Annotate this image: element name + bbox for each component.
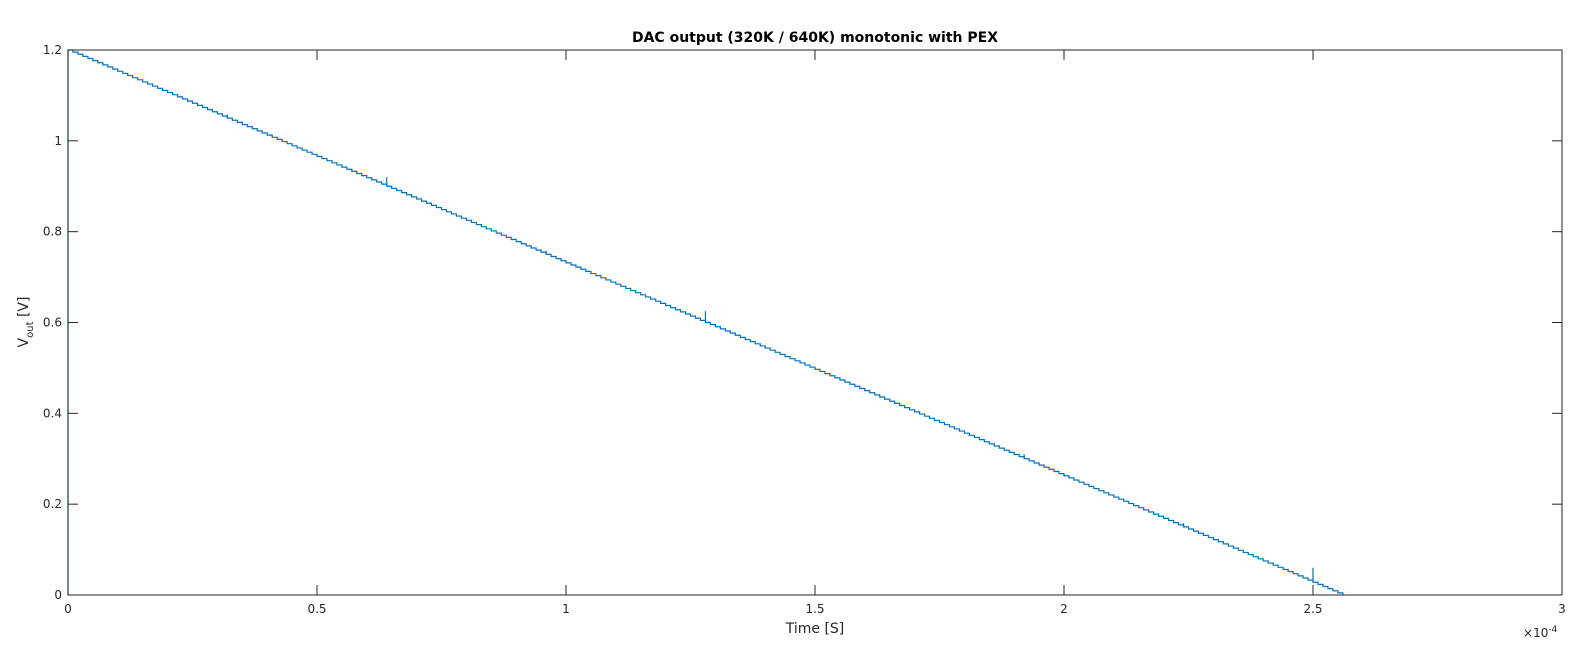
- x-tick-label: 3: [1558, 602, 1566, 616]
- y-tick-label: 0.4: [43, 406, 62, 420]
- y-axis-label-subscript: out: [25, 321, 36, 337]
- x-tick-label: 0.5: [307, 602, 326, 616]
- y-axis-label: Vout [V]: [16, 297, 36, 348]
- x-tick-label: 1.5: [805, 602, 824, 616]
- x-axis-exponent-power: -4: [1548, 625, 1557, 635]
- x-axis-exponent-prefix: ×: [1523, 626, 1533, 640]
- y-tick-label: 0.6: [43, 316, 62, 330]
- x-axis-label: Time [S]: [785, 621, 845, 637]
- x-axis-ticks: 0 0.5 1 1.5 2 2.5 3: [64, 50, 1566, 616]
- y-tick-label: 1.2: [43, 43, 62, 57]
- x-axis-exponent: ×10-4: [1523, 625, 1558, 640]
- series-layer: [67, 49, 1344, 595]
- y-tick-label: 0.2: [43, 497, 62, 511]
- x-tick-label: 2.5: [1303, 602, 1322, 616]
- y-axis-ticks: 0 0.2 0.4 0.6 0.8 1 1.2: [43, 43, 1562, 602]
- y-tick-label: 0.8: [43, 225, 62, 239]
- y-axis-label-main: V: [16, 337, 32, 347]
- y-axis-label-unit: [V]: [16, 297, 32, 322]
- x-tick-label: 2: [1060, 602, 1068, 616]
- x-tick-label: 0: [64, 602, 72, 616]
- y-tick-label: 0: [54, 588, 62, 602]
- x-tick-label: 1: [562, 602, 570, 616]
- x-axis-exponent-base: 10: [1533, 626, 1548, 640]
- plot-background: [68, 50, 1562, 595]
- chart-title: DAC output (320K / 640K) monotonic with …: [632, 30, 998, 46]
- y-tick-label: 1: [54, 134, 62, 148]
